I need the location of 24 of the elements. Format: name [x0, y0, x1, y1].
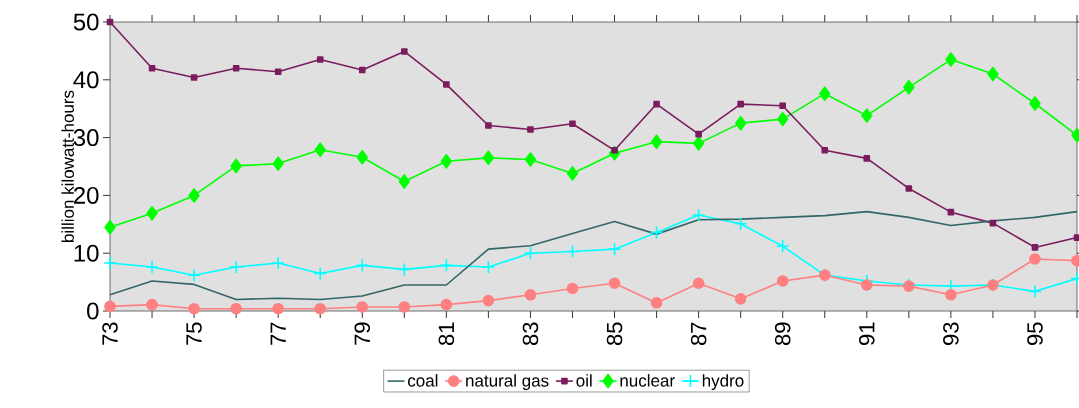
x-tick-label: 95	[1027, 322, 1043, 345]
y-tick-label: 40	[73, 71, 99, 89]
y-tick-label: 0	[87, 302, 99, 320]
x-tick-label: 73	[102, 322, 118, 345]
legend-label: oil	[576, 374, 592, 387]
x-tick-label: 89	[774, 322, 791, 346]
legend-label: coal	[407, 374, 438, 387]
y-axis-title: billion kilowatt-hours	[61, 90, 74, 242]
y-tick-label: 10	[74, 244, 99, 262]
legend-label: natural gas	[466, 374, 549, 391]
legend-label: nuclear	[620, 374, 675, 387]
y-tick-label: 30	[73, 129, 99, 147]
x-tick-label: 79	[354, 322, 371, 345]
x-tick-label: 87	[690, 322, 707, 346]
y-tick-label: 20	[73, 186, 99, 204]
x-tick-label: 75	[186, 322, 202, 345]
x-tick-label: 81	[438, 322, 455, 346]
x-tick-label: 77	[270, 322, 286, 345]
x-tick-label: 83	[522, 322, 539, 346]
x-tick-label: 93	[943, 322, 959, 345]
legend-label: hydro	[702, 374, 744, 391]
x-tick-label: 85	[606, 322, 623, 346]
y-tick-label: 50	[73, 13, 99, 31]
x-tick-label: 91	[859, 322, 875, 345]
